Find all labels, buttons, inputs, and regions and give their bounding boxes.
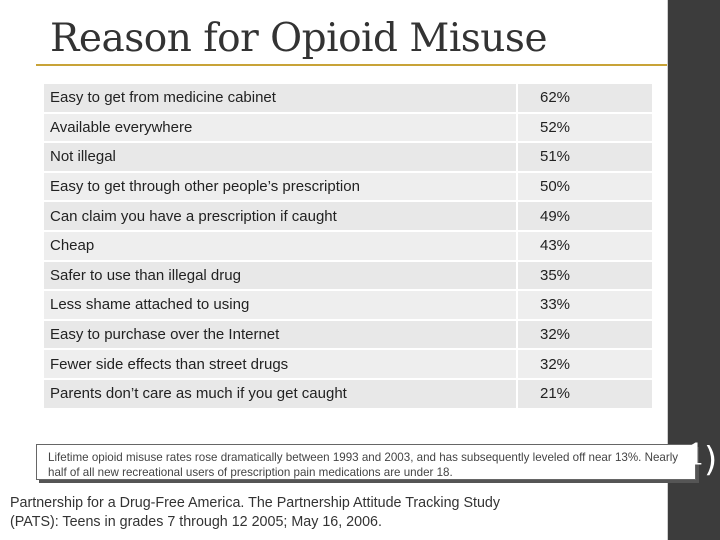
page-number: 1 [686, 438, 706, 473]
table-row: Easy to get from medicine cabinet 62% [44, 84, 652, 112]
percent-cell: 49% [518, 202, 652, 230]
percent-cell: 33% [518, 291, 652, 319]
table-row: Parents don’t care as much if you get ca… [44, 379, 652, 408]
table-row: Less shame attached to using 33% [44, 291, 652, 319]
table-row: Not illegal 51% [44, 143, 652, 171]
percent-cell: 52% [518, 113, 652, 142]
table-row: Easy to purchase over the Internet 32% [44, 320, 652, 349]
reason-cell: Cheap [44, 231, 516, 260]
table-row: Available everywhere 52% [44, 113, 652, 142]
citation-text: Partnership for a Drug-Free America. The… [10, 495, 501, 530]
percent-cell: 50% [518, 172, 652, 201]
percent-cell: 43% [518, 231, 652, 260]
reason-cell: Easy to get through other people’s presc… [44, 172, 516, 201]
reasons-table: Easy to get from medicine cabinet 62% Avai… [42, 82, 654, 410]
percent-cell: 32% [518, 350, 652, 378]
percent-cell: 51% [518, 143, 652, 171]
note-text: Lifetime opioid misuse rates rose dramat… [48, 451, 679, 479]
page-number-brace: ) [704, 440, 718, 480]
sidebar-edge [667, 0, 668, 540]
reason-cell: Not illegal [44, 143, 516, 171]
slide-title: Reason for Opioid Misuse [50, 16, 548, 61]
table-row: Easy to get through other people’s presc… [44, 172, 652, 201]
reason-cell: Parents don’t care as much if you get ca… [44, 379, 516, 408]
reason-cell: Safer to use than illegal drug [44, 261, 516, 290]
note-box [36, 444, 696, 480]
percent-cell: 32% [518, 320, 652, 349]
reason-cell: Easy to purchase over the Internet [44, 320, 516, 349]
table-row: Safer to use than illegal drug 35% [44, 261, 652, 290]
title-underline [36, 64, 667, 66]
reason-cell: Easy to get from medicine cabinet [44, 84, 516, 112]
percent-cell: 62% [518, 84, 652, 112]
reason-cell: Can claim you have a prescription if cau… [44, 202, 516, 230]
table-row: Cheap 43% [44, 231, 652, 260]
table-row: Fewer side effects than street drugs 32% [44, 350, 652, 378]
reason-cell: Fewer side effects than street drugs [44, 350, 516, 378]
reason-cell: Less shame attached to using [44, 291, 516, 319]
percent-cell: 21% [518, 379, 652, 408]
table-row: Can claim you have a prescription if cau… [44, 202, 652, 230]
reason-cell: Available everywhere [44, 113, 516, 142]
percent-cell: 35% [518, 261, 652, 290]
